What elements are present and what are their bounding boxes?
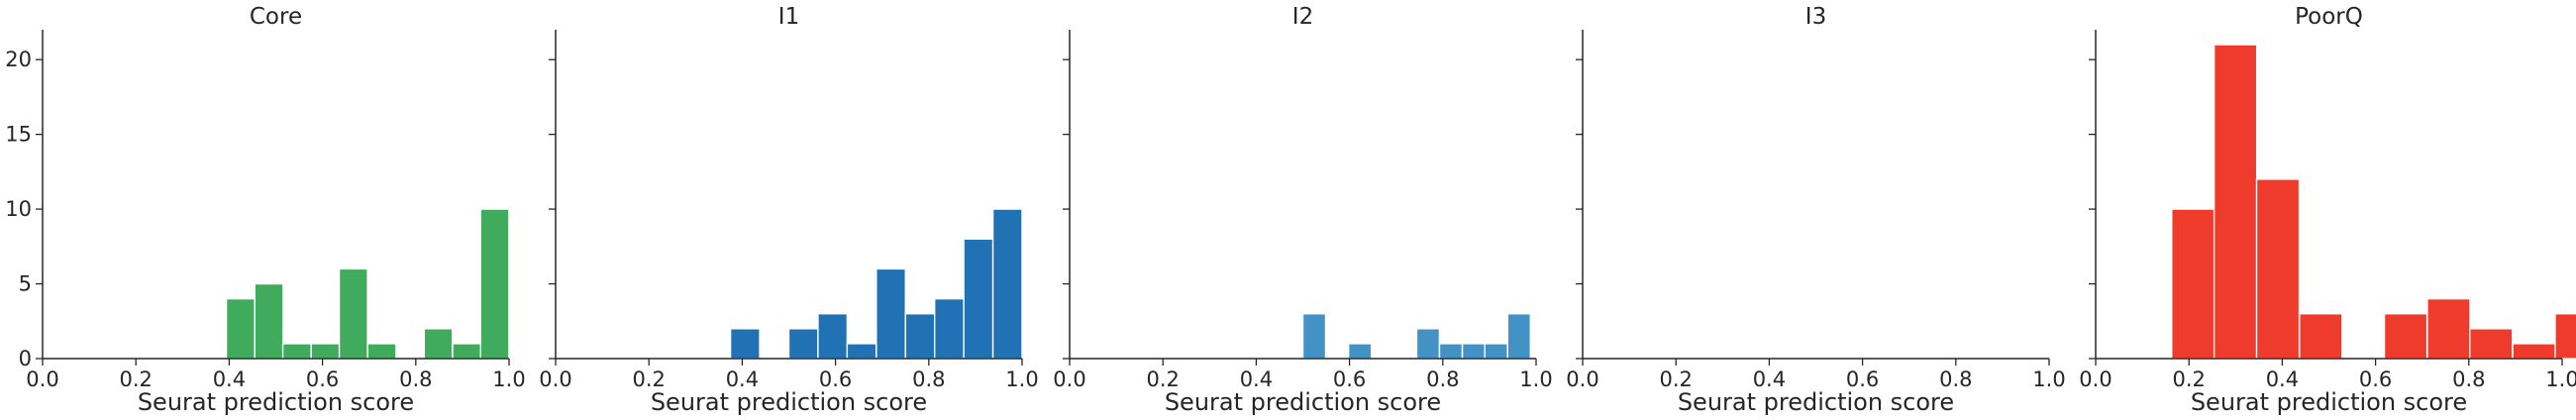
- histogram-bar-0-2: [281, 343, 312, 360]
- panel-title-2: I2: [1292, 4, 1313, 30]
- histogram-bar-2-2: [1415, 328, 1441, 360]
- histogram-bar-1-8: [991, 208, 1023, 360]
- x-tick-label-3-2: 0.4: [1753, 368, 1786, 391]
- histogram-bar-0-8: [479, 208, 510, 360]
- histogram-bar-4-5: [2426, 297, 2471, 360]
- histogram-bar-1-6: [933, 297, 965, 360]
- x-tick-label-4-5: 1.0: [2545, 368, 2576, 391]
- y-tick-label-0-2: 10: [5, 197, 32, 221]
- x-tick-label-1-3: 0.6: [819, 368, 852, 391]
- x-tick-label-3-3: 0.6: [1846, 368, 1879, 391]
- x-axis-label-0: Seurat prediction score: [138, 388, 414, 416]
- x-tick-label-4-3: 0.6: [2359, 368, 2392, 391]
- x-tick-label-1-5: 1.0: [1005, 368, 1038, 391]
- histogram-bar-0-4: [338, 267, 368, 360]
- histogram-bar-4-0: [2171, 208, 2215, 360]
- x-axis-label-3: Seurat prediction score: [1678, 388, 1954, 416]
- x-axis-label-4: Seurat prediction score: [2191, 388, 2467, 416]
- x-tick-label-2-5: 1.0: [1519, 368, 1552, 391]
- x-tick-label-4-0: 0.0: [2079, 368, 2112, 391]
- histogram-bar-0-3: [310, 343, 341, 360]
- histogram-bar-4-4: [2383, 313, 2428, 360]
- histogram-bar-0-7: [452, 343, 482, 360]
- histogram-bar-2-3: [1438, 343, 1464, 360]
- histogram-bar-2-6: [1506, 313, 1531, 360]
- x-tick-label-2-1: 0.2: [1146, 368, 1179, 391]
- panel-title-4: PoorQ: [2295, 4, 2363, 30]
- y-tick-label-0-3: 15: [5, 123, 32, 147]
- y-tick-label-0-4: 20: [5, 48, 32, 71]
- histogram-bar-1-4: [876, 267, 906, 360]
- panel-title-3: I3: [1805, 4, 1826, 30]
- histogram-bar-0-0: [225, 297, 256, 360]
- x-tick-label-0-1: 0.2: [119, 368, 152, 391]
- histogram-bar-2-5: [1484, 343, 1508, 360]
- x-tick-label-3-0: 0.0: [1566, 368, 1598, 391]
- histogram-bar-4-6: [2469, 328, 2514, 360]
- panel-title-1: I1: [778, 4, 799, 30]
- histogram-bar-0-5: [366, 343, 397, 360]
- x-tick-label-0-0: 0.0: [26, 368, 58, 391]
- x-tick-label-3-4: 0.8: [1939, 368, 1972, 391]
- x-tick-label-4-2: 0.4: [2266, 368, 2299, 391]
- histogram-bar-4-7: [2512, 343, 2556, 360]
- x-tick-label-4-1: 0.2: [2172, 368, 2205, 391]
- x-tick-label-3-5: 1.0: [2032, 368, 2065, 391]
- x-tick-label-1-4: 0.8: [912, 368, 945, 391]
- x-tick-label-0-5: 1.0: [492, 368, 525, 391]
- x-tick-label-1-0: 0.0: [539, 368, 571, 391]
- histogram-bar-4-2: [2255, 178, 2301, 360]
- histogram-bar-2-0: [1301, 313, 1327, 360]
- x-tick-label-2-4: 0.8: [1426, 368, 1459, 391]
- x-tick-label-0-4: 0.8: [399, 368, 432, 391]
- x-tick-label-2-0: 0.0: [1053, 368, 1085, 391]
- x-tick-label-0-3: 0.6: [306, 368, 339, 391]
- histogram-bar-1-3: [846, 343, 877, 360]
- histogram-bar-1-7: [963, 238, 994, 360]
- x-tick-label-2-2: 0.4: [1240, 368, 1273, 391]
- x-tick-label-3-1: 0.2: [1659, 368, 1692, 391]
- x-tick-label-0-2: 0.4: [213, 368, 246, 391]
- histogram-bar-4-3: [2299, 313, 2343, 360]
- x-axis-label-1: Seurat prediction score: [651, 388, 927, 416]
- x-tick-label-4-4: 0.8: [2452, 368, 2485, 391]
- histogram-bar-1-5: [904, 313, 936, 360]
- x-tick-label-2-3: 0.6: [1333, 368, 1366, 391]
- y-tick-label-0-1: 5: [19, 272, 32, 296]
- histogram-bar-0-6: [423, 328, 454, 360]
- histogram-bar-2-4: [1461, 343, 1487, 360]
- y-tick-label-0-0: 0: [19, 347, 32, 370]
- x-axis-label-2: Seurat prediction score: [1165, 388, 1441, 416]
- histogram-bar-1-1: [787, 328, 819, 360]
- x-tick-label-1-2: 0.4: [726, 368, 759, 391]
- histogram-bar-0-1: [254, 282, 284, 360]
- panel-title-0: Core: [250, 4, 302, 30]
- histogram-bar-1-0: [729, 328, 761, 360]
- histogram-bar-2-1: [1347, 343, 1373, 360]
- histogram-bar-1-2: [817, 313, 849, 360]
- x-tick-label-1-1: 0.2: [632, 368, 665, 391]
- histogram-bar-4-1: [2213, 44, 2258, 360]
- histogram-bar-4-8: [2554, 313, 2576, 360]
